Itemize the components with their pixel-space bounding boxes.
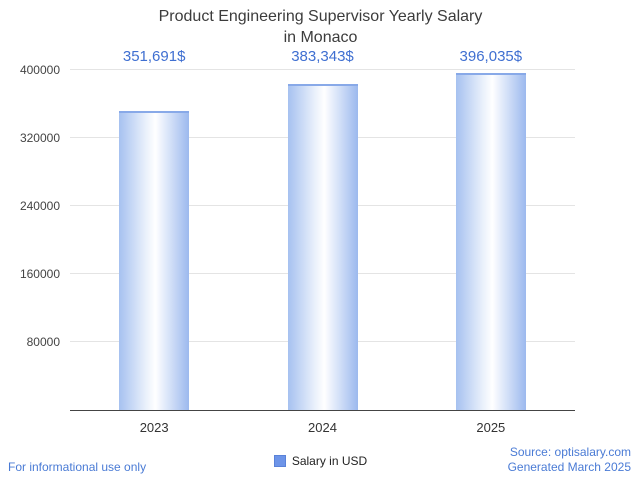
chart-title: Product Engineering Supervisor Yearly Sa… [0,7,641,49]
chart-title-line2: in Monaco [283,28,358,46]
bar-value-label: 351,691$ [122,48,186,65]
chart-title-line1: Product Engineering Supervisor Yearly Sa… [158,8,483,25]
legend-swatch-icon [273,455,286,467]
bar-2025[interactable] [455,73,526,410]
x-axis-tick-label: 2024 [308,420,337,435]
x-axis-tick-label: 2025 [476,420,506,435]
plot-area: 80000 160000 240000 320000 400000 351,691$ 202… [20,48,575,435]
y-axis-tick-label: 80000 [26,335,60,349]
bar-value-label: 383,343$ [291,48,354,65]
y-axis-tick-label: 320000 [19,131,60,145]
generated-date: Generated March 2025 [507,460,631,475]
gridline [70,69,575,70]
source-link[interactable]: Source: optisalary.com [509,444,631,459]
bar-2024[interactable] [287,84,358,410]
legend-label: Salary in USD [291,454,368,468]
y-axis-tick-label: 240000 [19,199,60,213]
x-axis-tick-label: 2023 [139,420,169,435]
y-axis-tick-label: 160000 [19,267,60,281]
bar-value-label: 396,035$ [459,48,523,65]
legend: Salary in USD [0,454,641,468]
source-block: Source: optisalary.com Generated March 2… [508,445,631,476]
bar-2023[interactable] [119,111,190,410]
y-axis-tick-label: 400000 [19,63,60,77]
disclaimer-text: For informational use only [8,460,147,474]
